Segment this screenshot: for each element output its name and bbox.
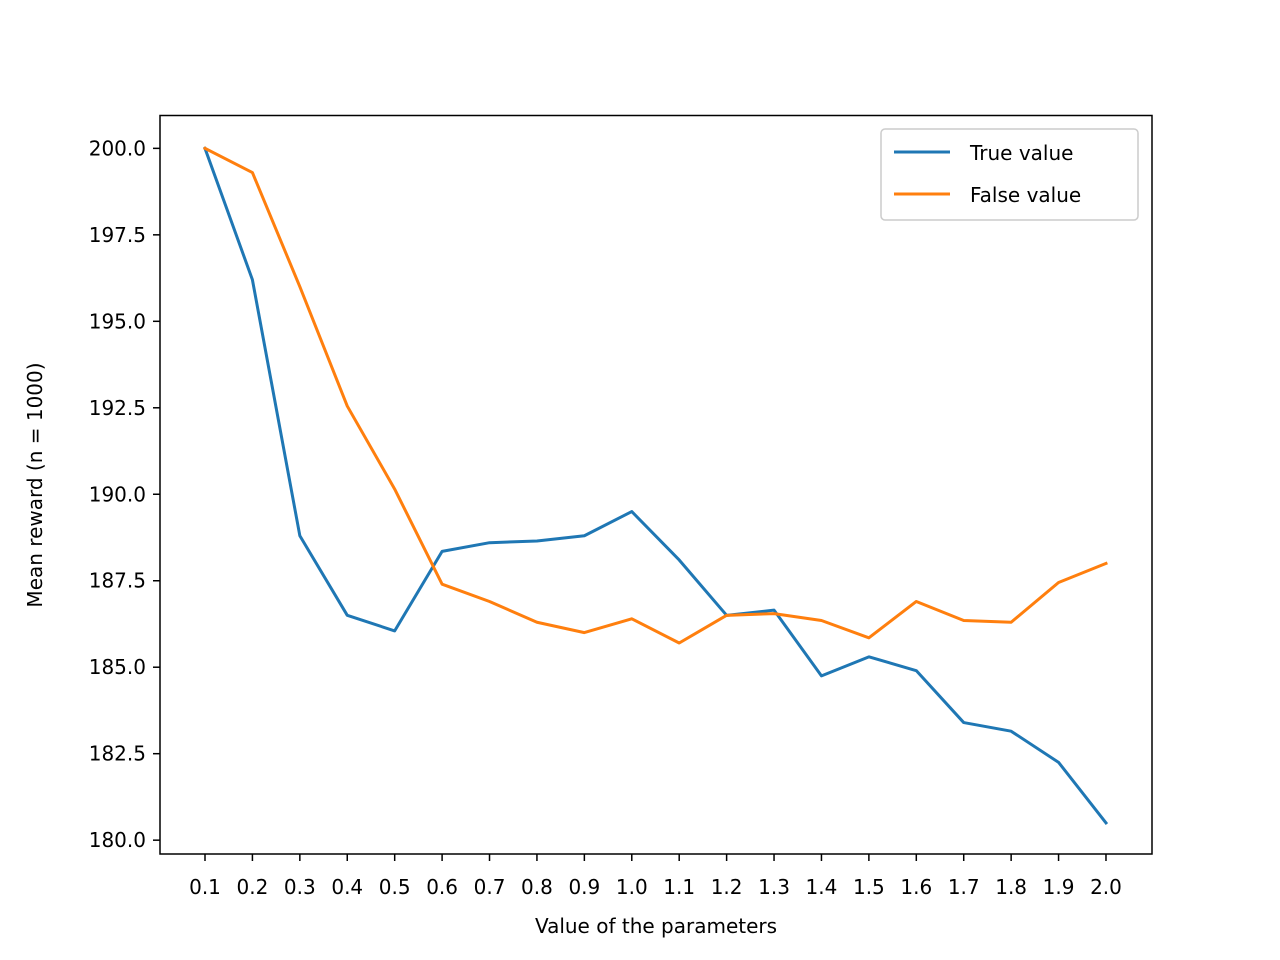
plot-frame (159, 114, 1153, 855)
y-tick-label: 197.5 (89, 223, 146, 247)
x-tick-label: 0.1 (189, 875, 221, 899)
x-tick-label: 0.6 (426, 875, 458, 899)
x-tick-label: 1.4 (806, 875, 838, 899)
y-tick-label: 200.0 (89, 136, 146, 160)
x-tick-label: 0.9 (568, 875, 600, 899)
series-line-false-value (202, 146, 1108, 645)
y-tick-label: 187.5 (89, 569, 146, 593)
x-tick-label: 1.7 (948, 875, 980, 899)
legend: True value False value (880, 128, 1139, 221)
y-tick-label: 180.0 (89, 828, 146, 852)
x-tick-label: 1.2 (711, 875, 743, 899)
legend-label-true-value: True value (969, 141, 1073, 165)
x-tick-label: 0.2 (237, 875, 269, 899)
y-axis-label: Mean reward (n = 1000) (23, 362, 47, 607)
x-axis-label: Value of the parameters (535, 914, 777, 938)
legend-label-false-value: False value (970, 183, 1081, 207)
x-tick-label: 1.0 (616, 875, 648, 899)
plot-area (160, 115, 1152, 854)
y-axis: 180.0 182.5 185.0 187.5 190.0 192.5 195.0 197.5… (89, 136, 160, 852)
x-tick-label: 0.3 (284, 875, 316, 899)
series-line-true-value (203, 146, 1109, 825)
x-tick-label: 1.6 (900, 875, 932, 899)
y-tick-label: 185.0 (89, 655, 146, 679)
x-tick-label: 1.8 (995, 875, 1027, 899)
y-tick-label: 195.0 (89, 309, 146, 333)
series-layer (202, 146, 1109, 825)
x-tick-label: 1.3 (758, 875, 790, 899)
x-axis: 0.1 0.2 0.3 0.4 0.5 0.6 0.7 0.8 0.9 1.0 1.1 1.2 1.3 1… (189, 854, 1122, 899)
x-tick-label: 2.0 (1090, 875, 1122, 899)
x-tick-label: 1.9 (1043, 875, 1075, 899)
y-tick-label: 182.5 (89, 742, 146, 766)
x-tick-label: 0.4 (331, 875, 363, 899)
x-tick-label: 1.5 (853, 875, 885, 899)
x-tick-label: 0.8 (521, 875, 553, 899)
x-tick-label: 0.7 (474, 875, 506, 899)
x-tick-label: 1.1 (663, 875, 695, 899)
y-tick-label: 192.5 (89, 396, 146, 420)
x-tick-label: 0.5 (379, 875, 411, 899)
y-tick-label: 190.0 (89, 482, 146, 506)
